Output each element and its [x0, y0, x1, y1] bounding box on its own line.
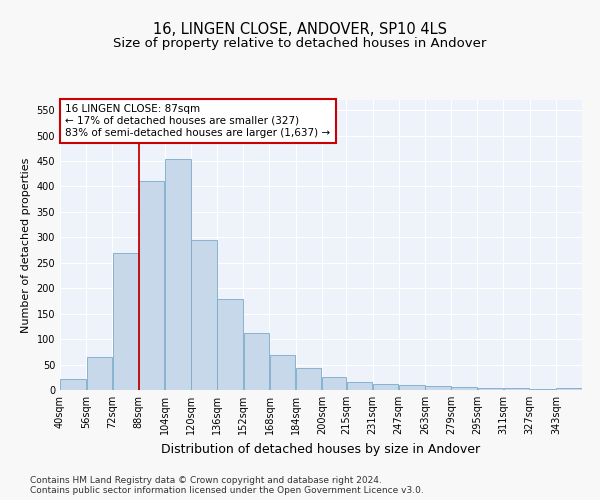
Bar [556, 388, 581, 390]
Bar [451, 388, 477, 390]
Bar [61, 379, 86, 390]
Bar [139, 182, 164, 390]
Text: Size of property relative to detached houses in Andover: Size of property relative to detached ho… [113, 38, 487, 51]
Bar [86, 357, 112, 390]
Bar [373, 384, 398, 390]
Bar [425, 386, 451, 390]
Bar [296, 368, 322, 390]
Bar [270, 356, 295, 390]
Text: Contains HM Land Registry data © Crown copyright and database right 2024.
Contai: Contains HM Land Registry data © Crown c… [30, 476, 424, 495]
Bar [530, 389, 556, 390]
Bar [322, 378, 346, 390]
Bar [399, 385, 425, 390]
Text: 16 LINGEN CLOSE: 87sqm
← 17% of detached houses are smaller (327)
83% of semi-de: 16 LINGEN CLOSE: 87sqm ← 17% of detached… [65, 104, 331, 138]
Bar [478, 388, 503, 390]
Bar [113, 252, 138, 390]
Bar [165, 158, 191, 390]
Y-axis label: Number of detached properties: Number of detached properties [21, 158, 31, 332]
Bar [504, 388, 529, 390]
Bar [191, 240, 217, 390]
Bar [347, 382, 372, 390]
Bar [217, 300, 243, 390]
Bar [244, 332, 269, 390]
Text: 16, LINGEN CLOSE, ANDOVER, SP10 4LS: 16, LINGEN CLOSE, ANDOVER, SP10 4LS [153, 22, 447, 38]
X-axis label: Distribution of detached houses by size in Andover: Distribution of detached houses by size … [161, 442, 481, 456]
